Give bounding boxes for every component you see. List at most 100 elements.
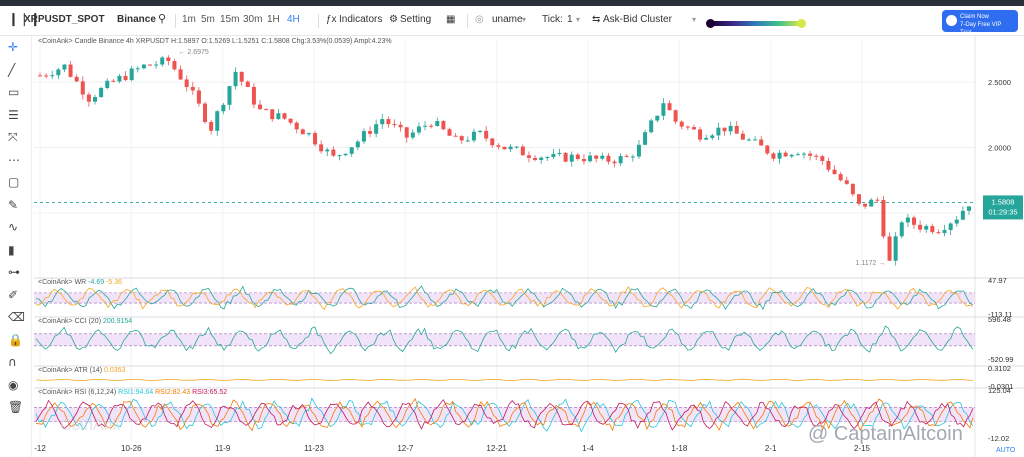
candle-body <box>936 232 941 234</box>
timeframe-1m[interactable]: 1m <box>182 14 196 25</box>
exchange-name[interactable]: Binance <box>117 14 156 25</box>
candle-body <box>630 156 635 158</box>
magnet-icon[interactable]: ∿ <box>8 220 19 234</box>
rectangle-icon[interactable]: ▭ <box>8 85 20 99</box>
last-price-tag <box>983 195 1023 220</box>
ruler-icon[interactable]: ✎ <box>8 197 19 212</box>
candle-body <box>960 210 965 220</box>
pattern-icon[interactable]: ⤧ <box>8 130 18 144</box>
trash-icon[interactable]: 🗑 <box>8 400 24 414</box>
eraser-icon[interactable]: ⌫ <box>8 310 25 324</box>
candle-body <box>746 139 751 141</box>
eye-icon[interactable]: ◉ <box>8 377 19 392</box>
fib-icon[interactable]: ☰ <box>8 107 19 122</box>
candle-body <box>221 104 226 112</box>
candle-body <box>704 137 709 140</box>
candle-body <box>398 124 403 128</box>
candle-body <box>753 139 758 141</box>
candle-body <box>594 155 599 159</box>
candle-body <box>508 146 513 150</box>
candle-body <box>734 125 739 134</box>
candle-body <box>478 130 483 132</box>
trendline-icon[interactable]: ╱ <box>8 62 16 77</box>
uname-select[interactable]: uname <box>492 14 523 25</box>
candle-body <box>893 236 898 261</box>
indicator-series-line <box>35 285 974 311</box>
crosshair-icon[interactable]: ✛ <box>8 40 19 54</box>
indicator-legend: <CoinAnk> CCI (20) 200.9154 <box>38 318 132 325</box>
candle-body <box>166 57 171 62</box>
candle-body <box>423 125 428 127</box>
candle-body <box>282 113 287 119</box>
high-marker: ← 2.6975 <box>178 49 208 56</box>
candle-body <box>691 127 696 130</box>
candle-body <box>789 154 794 157</box>
candle-body <box>801 153 806 155</box>
candle-body <box>679 121 684 127</box>
candle-body <box>832 169 837 175</box>
axis-mode-toggle[interactable]: AUTO <box>996 447 1016 454</box>
indicators-button[interactable]: Indicators <box>339 14 383 25</box>
chevron-down-icon: ▾ <box>522 15 527 24</box>
vip-trial-button[interactable]: Claim Now 7-Day Free VIP Trial <box>942 10 1018 36</box>
ask-bid-cluster-select[interactable]: Ask-Bid Cluster <box>603 14 672 25</box>
candle-body <box>905 217 910 223</box>
candle-body <box>600 155 605 159</box>
heatmap-color-scale[interactable] <box>711 21 801 26</box>
candle-body <box>783 152 788 157</box>
candle-body <box>410 132 415 138</box>
candle-body <box>245 81 250 87</box>
candle-body <box>533 157 538 160</box>
timeframe-4h[interactable]: 4H <box>287 14 300 25</box>
candle-body <box>588 155 593 162</box>
chevron-down-icon: ▾ <box>692 15 697 24</box>
x-tick-label: 10-26 <box>121 444 142 453</box>
candle-body <box>545 157 550 159</box>
callout-icon[interactable]: ▢ <box>8 175 20 189</box>
candle-body <box>728 125 733 132</box>
symbol-name[interactable]: XRPUSDT_SPOT <box>24 14 105 25</box>
tick-value[interactable]: 1 <box>567 14 573 25</box>
candle-body <box>123 75 128 81</box>
lock-icon[interactable]: 🔒 <box>8 332 23 347</box>
panes <box>34 277 1024 433</box>
candle-body <box>331 149 336 156</box>
timeframe-5m[interactable]: 5m <box>201 14 215 25</box>
candle-body <box>99 88 104 97</box>
bar-chart-icon[interactable]: ▮ <box>8 242 15 257</box>
chart-area[interactable]: CoinAnk @ CaptainAltcoin 2.5000 2.0000 1.5… <box>0 36 1024 457</box>
candle-body <box>392 124 397 126</box>
candle-body <box>141 64 146 69</box>
cluster-icon: ⇆ <box>592 14 601 25</box>
indicator-y-tick: 596.48 <box>988 315 1011 324</box>
indicator-series-line <box>35 397 974 433</box>
channel-icon[interactable]: ⋯ <box>8 152 20 167</box>
setting-button[interactable]: Setting <box>400 14 432 25</box>
brush-icon[interactable]: ✐ <box>8 287 19 302</box>
candle-body <box>80 81 85 95</box>
candle-body <box>526 155 531 158</box>
candle-body <box>209 121 214 131</box>
timeframe-1h[interactable]: 1H <box>267 14 280 25</box>
timeframe-30m[interactable]: 30m <box>243 14 263 25</box>
candle-body <box>765 145 770 154</box>
candle-body <box>661 103 666 116</box>
timeframe-15m[interactable]: 15m <box>220 14 240 25</box>
candle-body <box>111 80 116 82</box>
indicator-y-tick: -0.0301 <box>988 382 1013 391</box>
heatmap-min-handle[interactable] <box>706 19 715 28</box>
candle-body <box>459 136 464 141</box>
divider <box>318 14 319 28</box>
search-icon[interactable]: ⚲ <box>158 13 167 25</box>
layout-icon[interactable]: ▦ <box>446 14 456 25</box>
last-price-label: 1.5808 <box>992 197 1015 206</box>
candle-body <box>453 135 458 137</box>
vip-badge-icon <box>946 15 957 26</box>
magnet-lock-icon[interactable]: ∩ <box>8 355 17 369</box>
x-tick-label: 1-18 <box>671 444 688 453</box>
indicator-icon[interactable]: ⊶ <box>8 265 20 279</box>
heatmap-max-handle[interactable] <box>797 19 806 28</box>
candle-body <box>447 129 452 136</box>
candle-body <box>636 144 641 157</box>
chevron-down-icon: ▾ <box>576 15 581 24</box>
